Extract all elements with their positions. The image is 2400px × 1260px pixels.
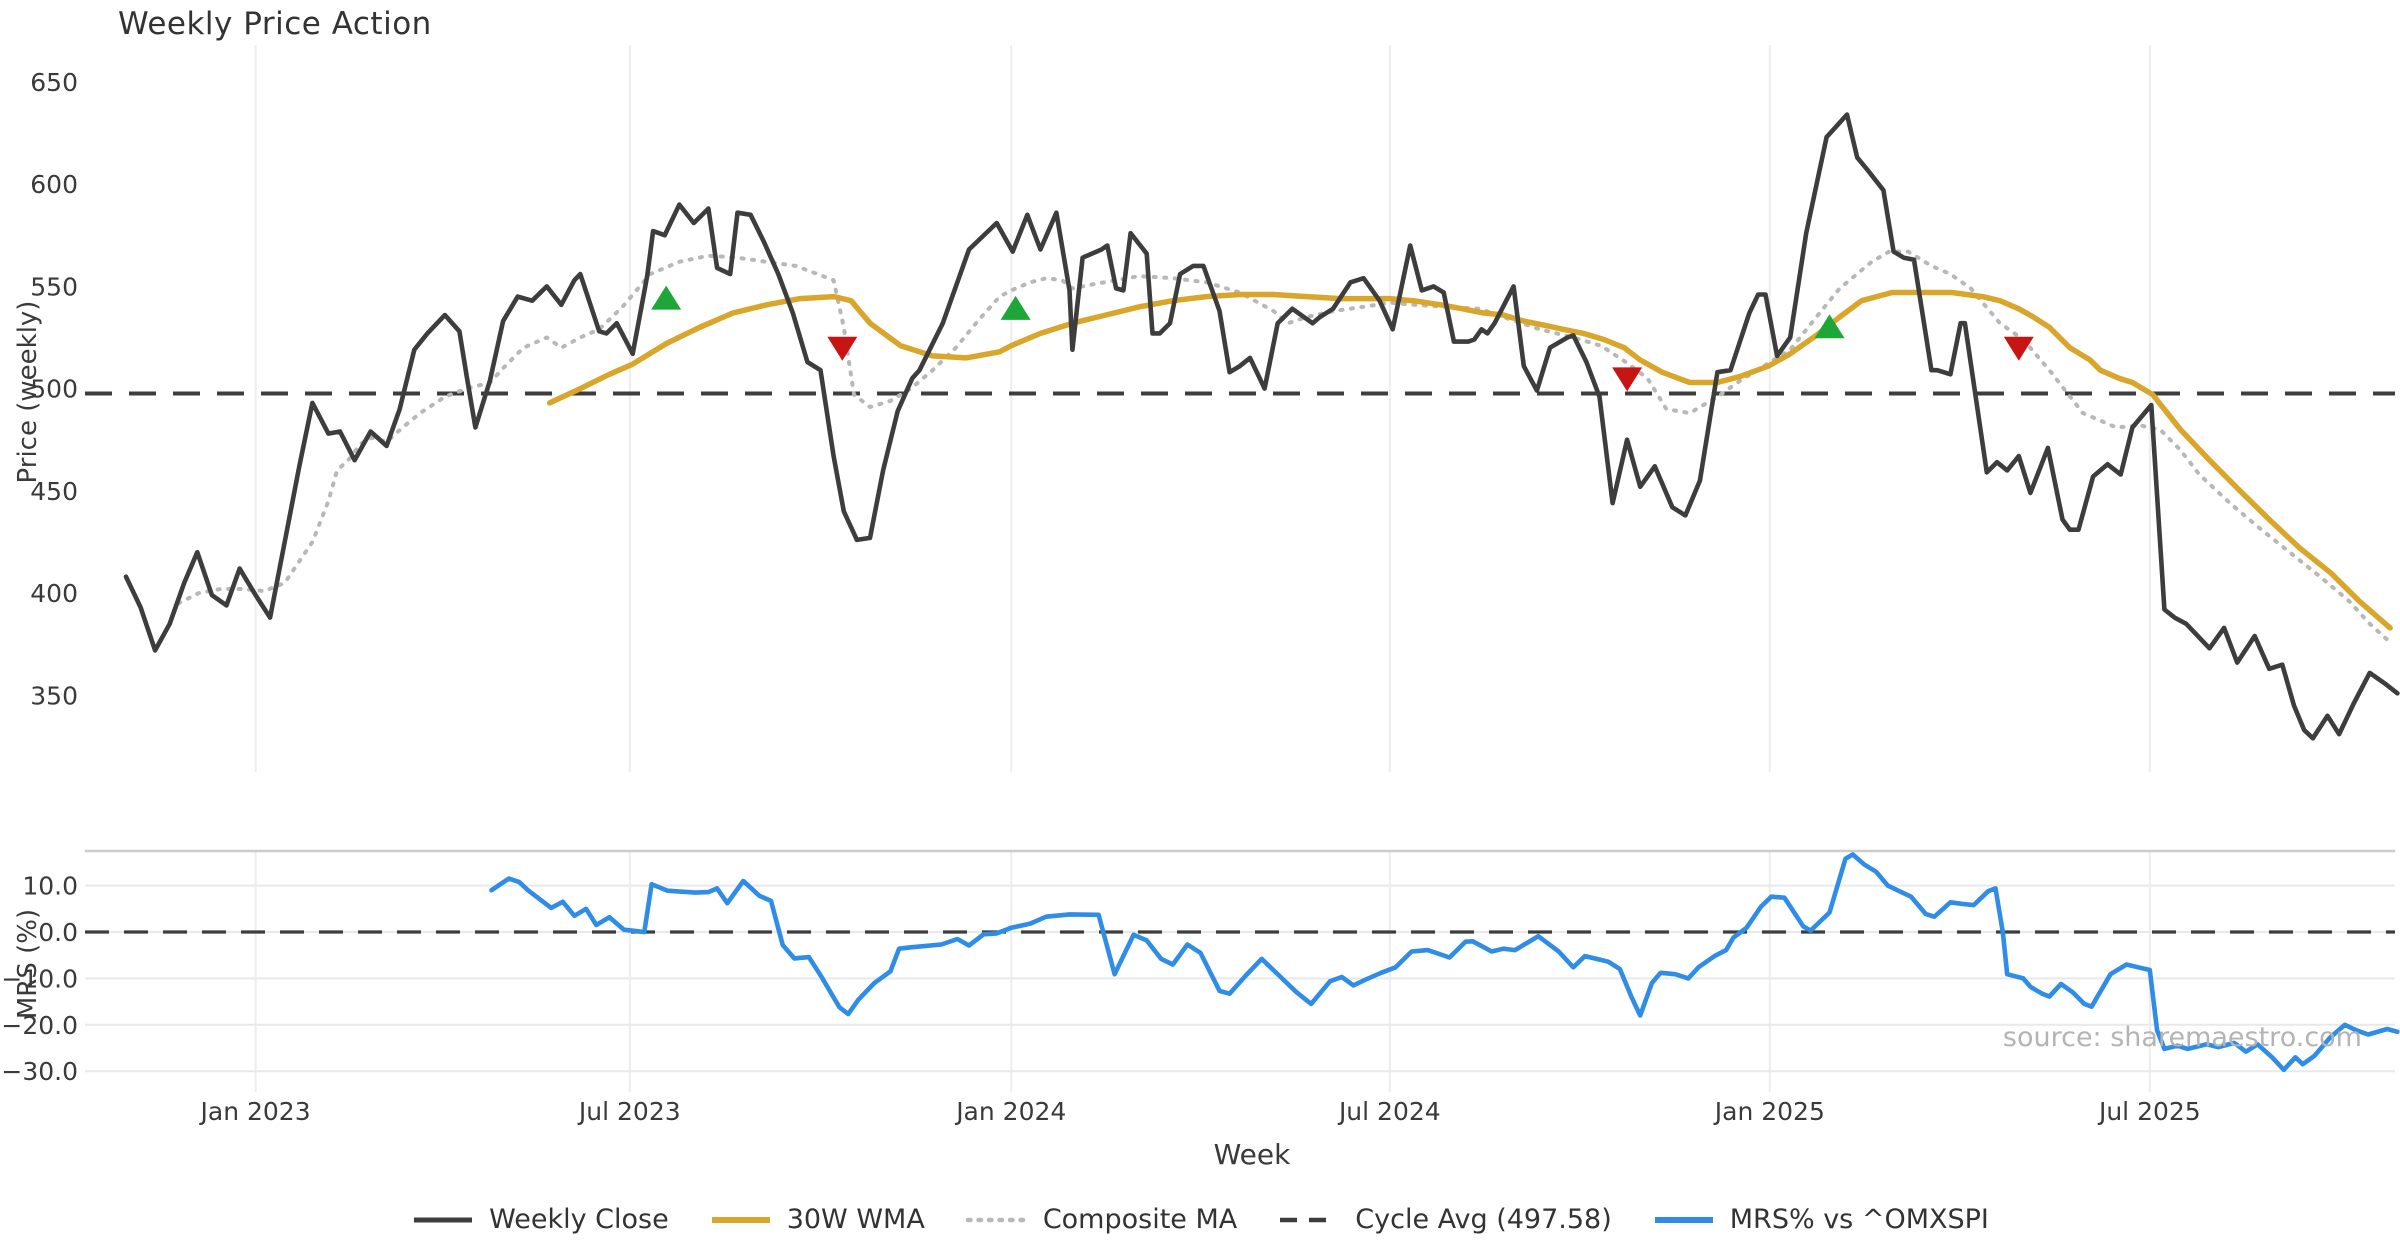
legend-label: MRS% vs ^OMXSPI bbox=[1729, 1204, 1989, 1235]
legend-label: Weekly Close bbox=[489, 1204, 669, 1235]
date-tick-label: Jan 2025 bbox=[1713, 1097, 1825, 1126]
chart-legend: Weekly Close 30W WMA Composite MA Cycle … bbox=[0, 1204, 2400, 1235]
legend-item-mrs: MRS% vs ^OMXSPI bbox=[1652, 1204, 1989, 1235]
legend-item-weekly-close: Weekly Close bbox=[411, 1204, 669, 1235]
price-tick-label: 450 bbox=[30, 477, 78, 506]
legend-label: Cycle Avg (497.58) bbox=[1355, 1204, 1612, 1235]
weekly-close-line-icon bbox=[414, 1217, 473, 1222]
price-axis-label: Price (weekly) bbox=[13, 300, 43, 484]
price-tick-label: 550 bbox=[30, 272, 78, 301]
mrs-axis-label: MRS (%) bbox=[13, 908, 43, 1020]
mrs-line-icon bbox=[1654, 1216, 1713, 1223]
date-tick-label: Jan 2023 bbox=[199, 1097, 311, 1126]
chart-title: Weekly Price Action bbox=[118, 6, 432, 42]
mrs-tick-label: −10.0 bbox=[1, 964, 78, 993]
price-tick-label: 500 bbox=[30, 375, 78, 404]
buy-signal-triangle-icon bbox=[1000, 295, 1031, 320]
source-watermark: source: sharemaestro.com bbox=[2002, 1022, 2362, 1053]
price-tick-label: 650 bbox=[30, 68, 78, 97]
legend-item-composite-ma: Composite MA bbox=[965, 1204, 1237, 1235]
wma-30w-line bbox=[546, 289, 2393, 631]
mrs-tick-label: 0.0 bbox=[38, 918, 78, 947]
buy-signal-triangle-icon bbox=[1814, 314, 1845, 339]
sell-signal-triangle-icon bbox=[2003, 336, 2034, 361]
date-tick-label: Jan 2024 bbox=[954, 1097, 1066, 1126]
sell-signal-triangle-icon bbox=[827, 336, 858, 361]
mrs-tick-label: −20.0 bbox=[1, 1011, 78, 1040]
weekly-close-line bbox=[123, 112, 2400, 741]
price-tick-label: 350 bbox=[30, 681, 78, 710]
legend-label: 30W WMA bbox=[786, 1204, 925, 1235]
wma-line-icon bbox=[711, 1216, 770, 1223]
mrs-line bbox=[489, 852, 2400, 1073]
x-axis-label: Week bbox=[1213, 1138, 1291, 1171]
legend-item-cycle-avg: Cycle Avg (497.58) bbox=[1277, 1204, 1612, 1235]
composite-ma-dotted-line-icon bbox=[965, 1217, 1029, 1222]
date-tick-label: Jul 2024 bbox=[1337, 1097, 1441, 1126]
date-tick-label: Jul 2023 bbox=[577, 1097, 681, 1126]
cycle-avg-dashed-line-icon bbox=[1280, 1217, 1339, 1222]
price-tick-label: 600 bbox=[30, 170, 78, 199]
sell-signal-triangle-icon bbox=[1612, 367, 1643, 392]
mrs-tick-label: 10.0 bbox=[22, 872, 78, 901]
legend-label: Composite MA bbox=[1042, 1204, 1238, 1235]
buy-signal-triangle-icon bbox=[651, 285, 682, 310]
legend-item-30w-wma: 30W WMA bbox=[709, 1204, 925, 1235]
mrs-tick-label: −30.0 bbox=[1, 1057, 78, 1086]
price-tick-label: 400 bbox=[30, 579, 78, 608]
date-tick-label: Jul 2025 bbox=[2097, 1097, 2201, 1126]
